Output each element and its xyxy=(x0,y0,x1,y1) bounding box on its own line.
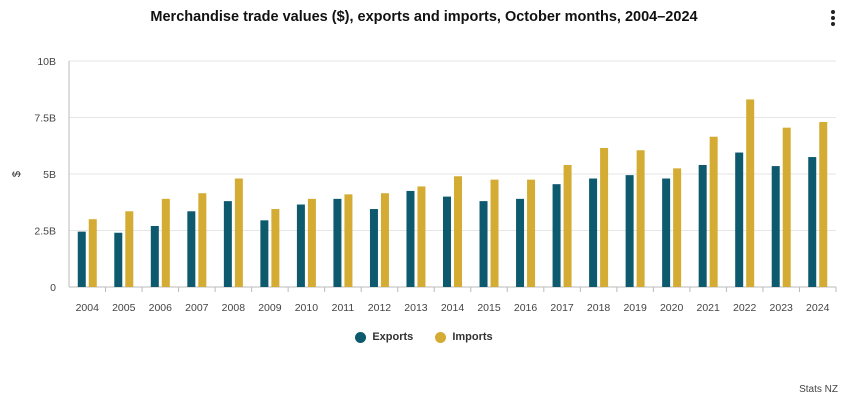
bar-imports-2009[interactable] xyxy=(271,209,280,287)
bar-imports-2011[interactable] xyxy=(344,194,353,287)
legend: Exports Imports xyxy=(0,331,848,343)
bar-exports-2024[interactable] xyxy=(808,157,817,287)
legend-item-exports[interactable]: Exports xyxy=(355,331,413,343)
bar-imports-2012[interactable] xyxy=(380,193,389,287)
x-tick-label: 2009 xyxy=(258,302,282,314)
x-tick-label: 2012 xyxy=(368,302,392,314)
x-tick-label: 2007 xyxy=(185,302,209,314)
chart-title: Merchandise trade values ($), exports an… xyxy=(150,9,698,25)
bar-imports-2007[interactable] xyxy=(198,193,207,287)
bar-exports-2009[interactable] xyxy=(260,220,269,287)
x-tick-label: 2018 xyxy=(587,302,611,314)
bar-exports-2019[interactable] xyxy=(625,175,634,287)
bar-exports-2014[interactable] xyxy=(443,196,451,287)
exports-swatch-icon xyxy=(355,331,367,343)
x-tick-label: 2005 xyxy=(112,302,136,314)
y-tick-label: 10B xyxy=(37,56,56,68)
bars xyxy=(77,99,828,288)
bar-imports-2006[interactable] xyxy=(161,198,170,287)
x-tick-label: 2020 xyxy=(660,302,684,314)
bar-imports-2024[interactable] xyxy=(819,122,828,288)
bar-imports-2020[interactable] xyxy=(673,168,682,287)
x-tick-label: 2019 xyxy=(623,302,647,314)
bar-exports-2006[interactable] xyxy=(150,225,159,287)
x-tick-label: 2022 xyxy=(733,302,757,314)
bar-exports-2010[interactable] xyxy=(296,204,305,287)
bar-exports-2012[interactable] xyxy=(369,209,378,287)
bar-exports-2015[interactable] xyxy=(479,201,488,287)
x-tick-label: 2004 xyxy=(76,302,100,314)
bar-exports-2004[interactable] xyxy=(77,231,86,287)
bar-imports-2014[interactable] xyxy=(454,176,462,287)
gridlines xyxy=(68,60,836,288)
bar-exports-2005[interactable] xyxy=(114,232,123,287)
y-tick-label: 0 xyxy=(50,282,56,294)
bar-exports-2018[interactable] xyxy=(589,178,598,287)
x-tick-label: 2021 xyxy=(696,302,720,314)
x-tick-label: 2006 xyxy=(149,302,173,314)
bar-exports-2017[interactable] xyxy=(552,184,561,287)
bar-exports-2008[interactable] xyxy=(223,201,232,287)
bar-imports-2013[interactable] xyxy=(417,186,426,287)
x-tick-label: 2013 xyxy=(404,302,428,314)
x-tick-label: 2010 xyxy=(295,302,319,314)
bar-imports-2005[interactable] xyxy=(125,211,134,287)
bar-exports-2023[interactable] xyxy=(771,166,780,287)
y-tick-label: 2.5B xyxy=(34,226,56,238)
bar-exports-2021[interactable] xyxy=(698,164,707,287)
bar-exports-2016[interactable] xyxy=(516,198,525,287)
bar-exports-2020[interactable] xyxy=(662,178,671,287)
x-tick-label: 2008 xyxy=(222,302,246,314)
x-tick-label: 2017 xyxy=(550,302,574,314)
x-axis-ticks: 2004 2005 2006 2007 2008 2009 2010 2011 2012 2013… xyxy=(76,287,837,314)
bar-imports-2017[interactable] xyxy=(563,164,572,287)
y-tick-label: 5B xyxy=(43,169,56,181)
legend-label-imports: Imports xyxy=(452,331,493,343)
bar-imports-2022[interactable] xyxy=(746,99,755,287)
bar-imports-2008[interactable] xyxy=(234,178,243,287)
x-tick-label: 2016 xyxy=(514,302,538,314)
bar-exports-2007[interactable] xyxy=(187,211,196,287)
bar-imports-2004[interactable] xyxy=(88,219,97,287)
y-tick-label: 7.5B xyxy=(34,113,56,125)
bar-exports-2013[interactable] xyxy=(406,190,415,287)
bar-imports-2019[interactable] xyxy=(636,150,645,287)
bar-imports-2023[interactable] xyxy=(782,127,791,287)
x-tick-label: 2014 xyxy=(441,302,465,314)
x-tick-label: 2011 xyxy=(332,302,355,314)
bar-exports-2022[interactable] xyxy=(735,152,744,287)
legend-item-imports[interactable]: Imports xyxy=(435,331,493,343)
y-axis-label: $ xyxy=(11,171,23,177)
bar-imports-2010[interactable] xyxy=(307,198,316,287)
source-credit[interactable]: Stats NZ xyxy=(799,384,838,395)
y-axis-ticks: 0 2.5B 5B 7.5B 10B xyxy=(34,56,56,294)
bar-imports-2021[interactable] xyxy=(709,136,718,287)
legend-label-exports: Exports xyxy=(372,331,414,343)
imports-swatch-icon xyxy=(435,331,447,343)
bar-imports-2018[interactable] xyxy=(600,148,609,287)
x-tick-label: 2015 xyxy=(477,302,501,314)
x-tick-label: 2024 xyxy=(806,302,830,314)
bar-imports-2016[interactable] xyxy=(527,179,536,287)
more-options-icon[interactable] xyxy=(826,10,840,30)
bar-exports-2011[interactable] xyxy=(333,198,342,287)
x-tick-label: 2023 xyxy=(770,302,794,314)
bar-imports-2015[interactable] xyxy=(490,179,499,287)
